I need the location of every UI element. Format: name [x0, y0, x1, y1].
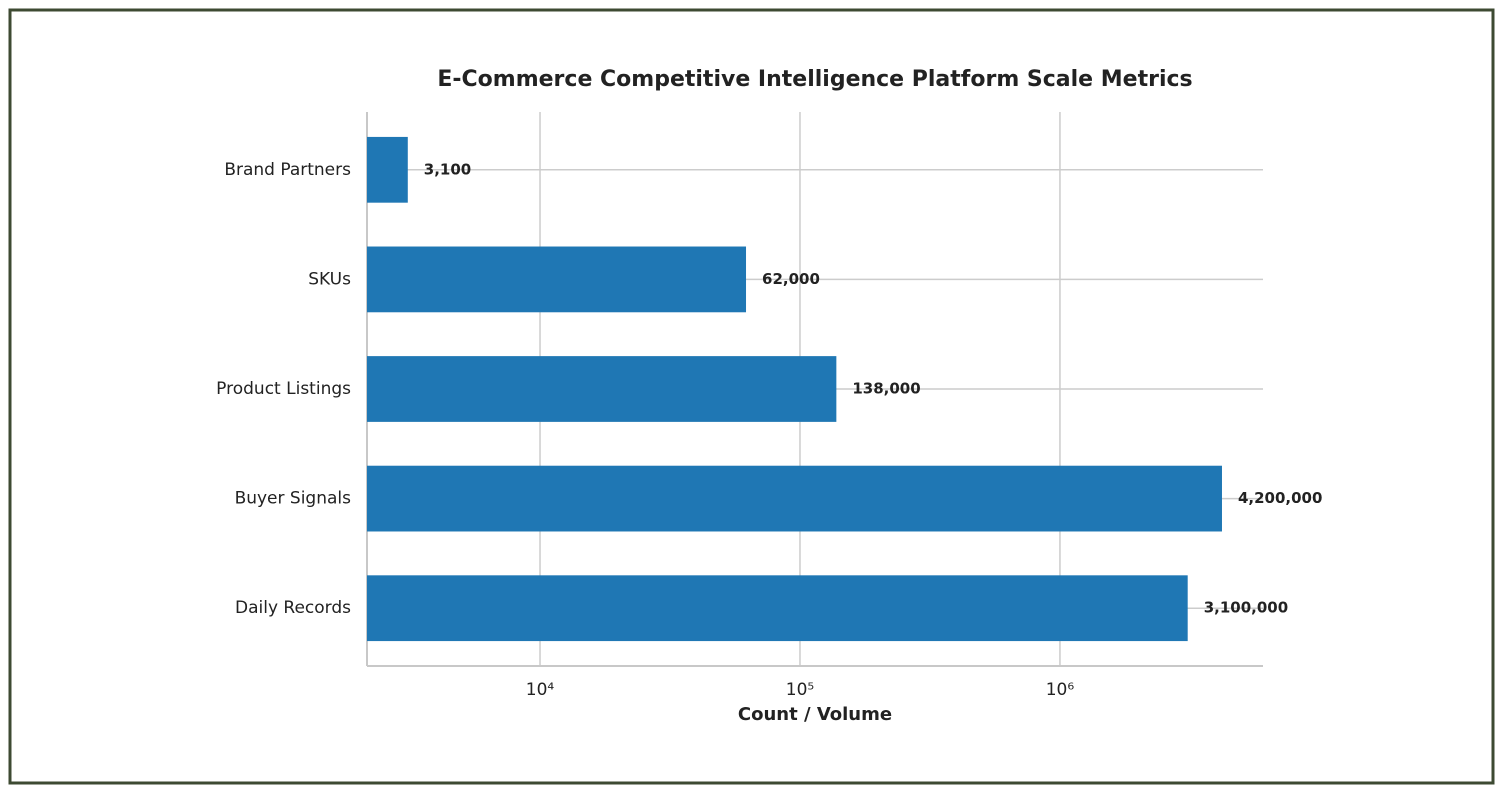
- bar: [367, 575, 1188, 642]
- value-label: 3,100: [424, 160, 471, 178]
- bar: [367, 356, 837, 422]
- value-label: 138,000: [852, 380, 920, 398]
- y-tick-label: SKUs: [308, 269, 351, 289]
- y-tick-label: Brand Partners: [224, 160, 351, 180]
- x-tick-label: 10⁴: [526, 680, 555, 700]
- value-label: 62,000: [762, 270, 820, 288]
- x-axis-label: Count / Volume: [738, 704, 892, 725]
- bar: [367, 246, 747, 313]
- x-tick-label: 10⁶: [1046, 680, 1075, 700]
- value-label: 4,200,000: [1238, 489, 1322, 507]
- chart-title: E-Commerce Competitive Intelligence Plat…: [437, 67, 1192, 92]
- value-label: 3,100,000: [1204, 599, 1288, 617]
- bar: [367, 465, 1222, 532]
- bar: [367, 136, 408, 203]
- y-tick-label: Buyer Signals: [235, 489, 352, 509]
- y-tick-label: Daily Records: [235, 598, 351, 618]
- y-tick-label: Product Listings: [216, 379, 351, 399]
- x-tick-label: 10⁵: [786, 680, 814, 700]
